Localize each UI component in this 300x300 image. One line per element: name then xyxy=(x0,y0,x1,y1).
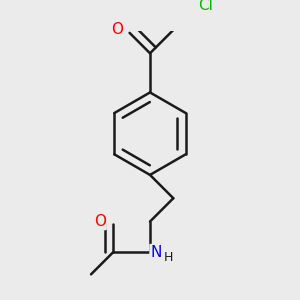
Text: N: N xyxy=(151,245,162,260)
Text: Cl: Cl xyxy=(198,0,213,13)
Text: O: O xyxy=(111,22,123,37)
Text: O: O xyxy=(94,214,106,229)
Text: H: H xyxy=(164,251,173,264)
